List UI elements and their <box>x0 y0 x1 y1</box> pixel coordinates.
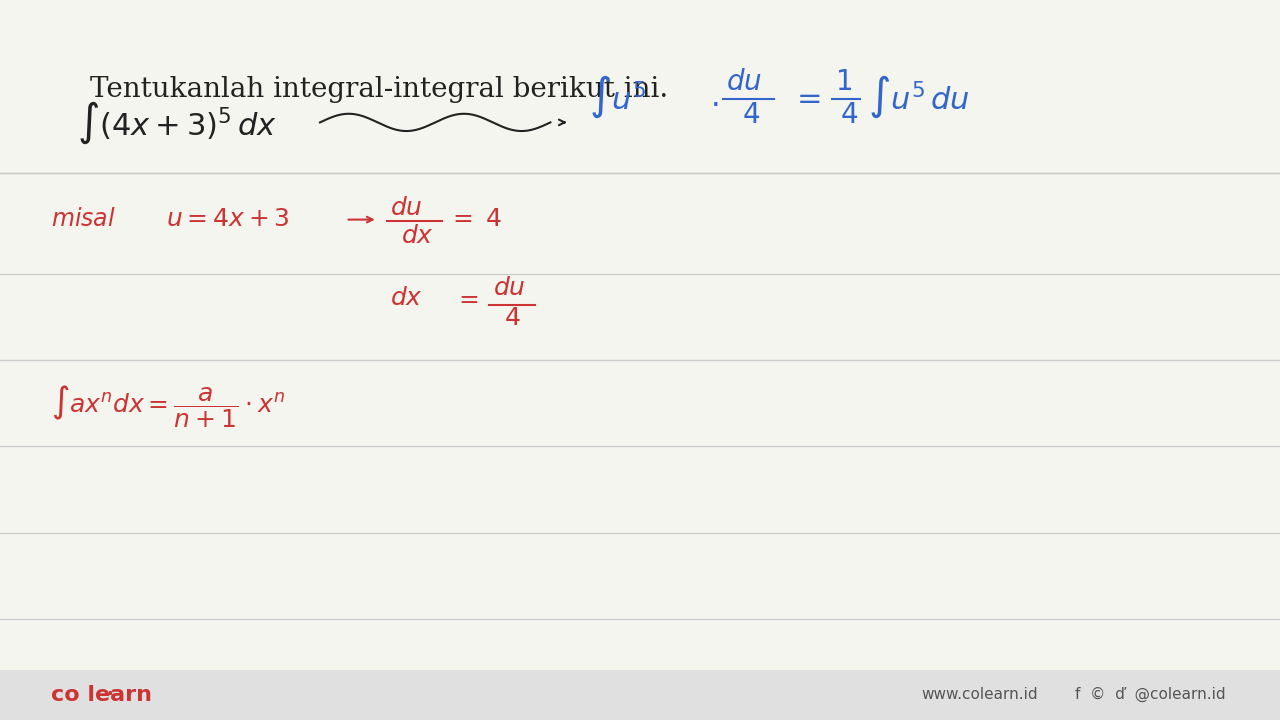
FancyBboxPatch shape <box>0 670 1280 720</box>
Text: $\int ax^{n}dx = \dfrac{a}{n+1} \cdot x^{n}$: $\int ax^{n}dx = \dfrac{a}{n+1} \cdot x^… <box>51 384 285 430</box>
Text: f  ©  ď  @colearn.id: f © ď @colearn.id <box>1075 687 1226 703</box>
Text: $dx$: $dx$ <box>401 225 434 248</box>
Text: ·: · <box>106 681 115 708</box>
Text: $du$: $du$ <box>726 69 762 96</box>
Text: $=$: $=$ <box>454 287 480 310</box>
Text: $=$: $=$ <box>791 81 822 113</box>
Text: $du$: $du$ <box>390 197 422 220</box>
Text: co learn: co learn <box>51 685 152 705</box>
Text: $4$: $4$ <box>742 102 760 129</box>
Text: $misal$: $misal$ <box>51 208 116 231</box>
Text: $u = 4x+3$: $u = 4x+3$ <box>166 208 291 231</box>
Text: $.$: $.$ <box>710 81 719 113</box>
Text: $dx$: $dx$ <box>390 287 424 310</box>
Text: www.colearn.id: www.colearn.id <box>922 688 1038 702</box>
Text: $du$: $du$ <box>493 276 525 300</box>
Text: $4$: $4$ <box>840 102 858 129</box>
Text: $4$: $4$ <box>504 307 521 330</box>
Text: $1$: $1$ <box>835 69 851 96</box>
Text: $\int(4x+3)^{5}\,dx$: $\int(4x+3)^{5}\,dx$ <box>77 99 276 145</box>
Text: Tentukanlah integral-integral berikut ini.: Tentukanlah integral-integral berikut in… <box>90 76 668 103</box>
Text: $\int u^{5}\,du$: $\int u^{5}\,du$ <box>868 74 970 120</box>
Text: $\int u^{5}$: $\int u^{5}$ <box>589 74 645 120</box>
Text: $= \; 4$: $= \; 4$ <box>448 208 502 231</box>
